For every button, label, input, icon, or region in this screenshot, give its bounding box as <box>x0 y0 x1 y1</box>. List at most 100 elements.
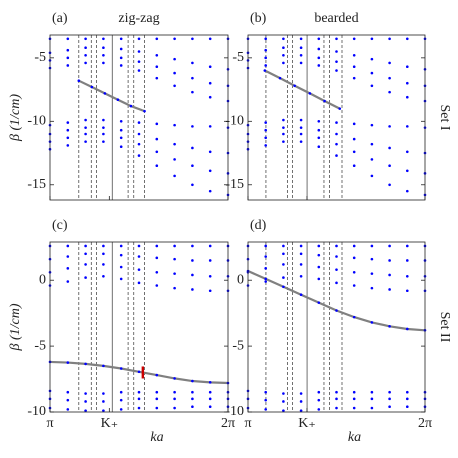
point <box>208 274 212 278</box>
point <box>370 272 374 275</box>
point <box>137 281 141 285</box>
point <box>137 255 141 258</box>
point <box>317 128 321 132</box>
point <box>335 255 338 258</box>
point <box>264 267 268 270</box>
point <box>370 123 374 127</box>
point <box>102 126 105 129</box>
point <box>370 142 374 146</box>
point <box>66 361 70 364</box>
point <box>102 263 105 266</box>
point <box>137 154 141 157</box>
point <box>66 128 70 132</box>
y-tick-label: -10 <box>27 114 46 129</box>
point <box>405 65 409 69</box>
point <box>155 244 159 248</box>
point <box>84 132 87 136</box>
set-label: Set I <box>437 104 452 130</box>
point <box>84 61 87 65</box>
point <box>405 189 409 193</box>
point <box>119 367 123 370</box>
point <box>282 54 285 57</box>
point <box>323 99 326 103</box>
point <box>405 327 409 331</box>
point <box>84 409 87 412</box>
point <box>282 140 285 143</box>
point <box>352 406 356 410</box>
point <box>352 37 356 41</box>
point <box>173 71 176 75</box>
point <box>388 259 391 262</box>
point <box>116 98 120 102</box>
y-tick-label: -15 <box>225 177 244 192</box>
point <box>264 56 268 60</box>
point <box>293 84 296 88</box>
point <box>155 122 159 126</box>
point <box>299 409 303 412</box>
point <box>119 253 123 257</box>
y-tick-label: -5 <box>232 50 244 65</box>
point <box>335 390 338 394</box>
point <box>264 255 268 258</box>
point <box>208 381 212 384</box>
y-tick-label: -5 <box>34 50 46 65</box>
point <box>335 281 338 285</box>
point <box>66 408 70 411</box>
point <box>282 285 285 289</box>
point <box>191 125 194 128</box>
point <box>102 244 105 248</box>
point <box>191 37 194 41</box>
point <box>388 164 391 168</box>
x-tick-label: 2π <box>418 416 432 431</box>
edge-line <box>247 269 426 332</box>
x-axis-label: ka <box>348 430 361 445</box>
point <box>137 370 141 374</box>
point <box>66 398 70 402</box>
point <box>66 267 70 270</box>
point <box>335 69 338 72</box>
point <box>66 37 70 41</box>
point <box>173 390 176 394</box>
point <box>173 123 176 127</box>
point <box>370 257 374 261</box>
point <box>208 244 212 248</box>
point <box>335 244 338 248</box>
point <box>388 244 391 248</box>
point <box>66 255 70 258</box>
axes-frame <box>49 241 229 413</box>
point <box>173 286 176 290</box>
point <box>155 37 159 41</box>
point <box>264 408 268 411</box>
point <box>282 252 285 256</box>
point <box>299 118 303 122</box>
point <box>405 81 409 85</box>
point <box>173 84 176 88</box>
point <box>352 150 356 154</box>
point <box>66 121 70 124</box>
point <box>137 268 141 271</box>
point <box>335 132 338 136</box>
point <box>388 405 391 409</box>
point <box>102 46 105 49</box>
panel-label: (d) <box>250 218 267 233</box>
point <box>137 69 141 72</box>
point <box>352 284 356 287</box>
point <box>77 79 81 82</box>
point <box>119 265 123 269</box>
point <box>191 244 194 248</box>
point <box>66 56 70 60</box>
point <box>299 252 303 256</box>
point <box>84 392 87 395</box>
point <box>119 136 123 140</box>
point <box>308 92 312 95</box>
point <box>405 289 409 293</box>
point <box>208 95 212 99</box>
point <box>370 174 374 178</box>
y-axis-label: β (1/cm) <box>8 303 23 351</box>
panel-label: (c) <box>52 218 68 233</box>
point <box>137 142 141 146</box>
point <box>84 276 87 279</box>
point <box>119 120 123 123</box>
point <box>191 405 194 409</box>
point <box>352 122 356 126</box>
